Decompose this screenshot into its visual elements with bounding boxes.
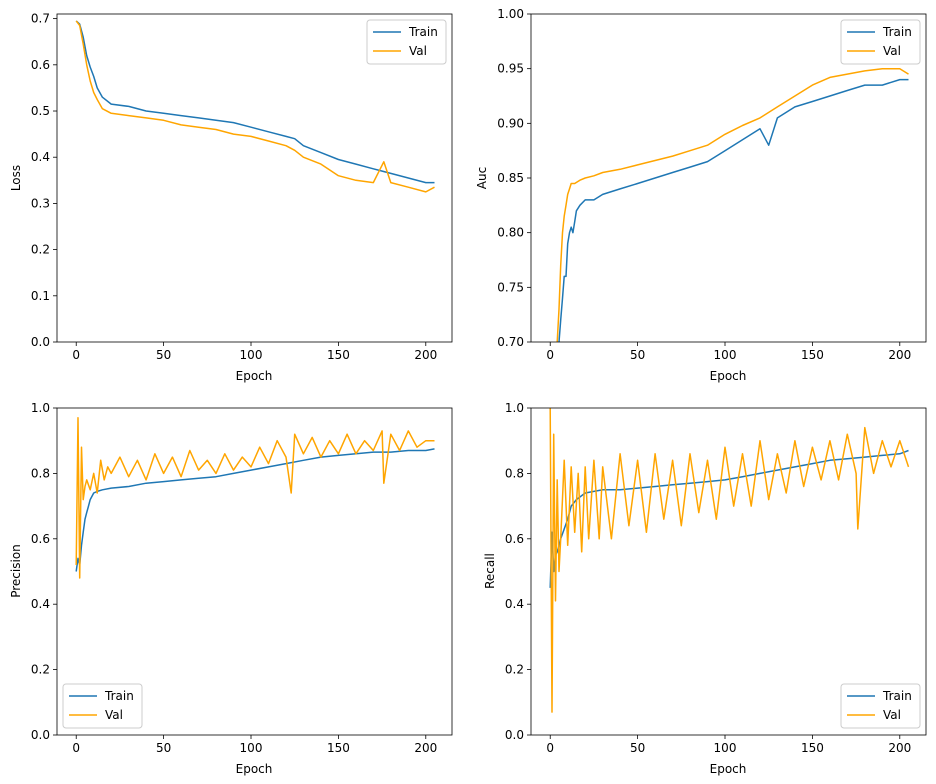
loss-xtick-label: 150 [327, 348, 350, 362]
recall-xtick-label: 200 [888, 741, 911, 755]
recall-xtick-label: 0 [546, 741, 554, 755]
auc-ytick-label: 0.80 [497, 226, 524, 240]
recall-xtick-label: 50 [630, 741, 645, 755]
recall-ytick-label: 0.4 [505, 597, 524, 611]
recall-ytick-label: 0.8 [505, 466, 524, 480]
precision-ytick-label: 0.6 [31, 532, 50, 546]
precision-plot-area: 0 50 100 150 200 0.0 0.2 0.4 0.6 0.8 1.0 [31, 401, 453, 755]
recall-ytick-label: 0.6 [505, 532, 524, 546]
auc-ytick-label: 0.75 [497, 280, 524, 294]
auc-ylabel: Auc [475, 167, 489, 189]
precision-legend-train-label: Train [104, 689, 134, 703]
precision-xtick-label: 0 [72, 741, 80, 755]
recall-ytick-label: 0.0 [505, 728, 524, 742]
auc-legend-train-label: Train [882, 25, 912, 39]
precision-ytick-label: 0.4 [31, 597, 50, 611]
loss-ytick-label: 0.1 [31, 289, 50, 303]
precision-ylabel: Precision [9, 544, 23, 598]
precision-train-line [75, 448, 435, 572]
auc-ytick-label: 0.70 [497, 335, 524, 349]
precision-axes-frame [56, 407, 453, 736]
precision-legend-box [62, 683, 143, 729]
loss-panel: 0 50 100 150 200 0.0 0.1 0.2 0.3 0.4 0.5 0.6 0.7 Tra… [9, 12, 453, 383]
loss-ytick-label: 0.3 [31, 196, 50, 210]
loss-ytick-label: 0.4 [31, 150, 50, 164]
precision-xtick-label: 150 [327, 741, 350, 755]
auc-ytick-label: 0.95 [497, 62, 524, 76]
precision-ytick-label: 0.2 [31, 663, 50, 677]
recall-legend-train-label: Train [882, 689, 912, 703]
loss-legend-box [366, 19, 447, 65]
recall-xlabel: Epoch [710, 762, 747, 776]
loss-xlabel: Epoch [236, 369, 273, 383]
recall-ylabel: Recall [483, 553, 497, 589]
recall-xtick-label: 150 [801, 741, 824, 755]
auc-xtick-label: 100 [714, 348, 737, 362]
precision-panel: 0 50 100 150 200 0.0 0.2 0.4 0.6 0.8 1.0 Train Val… [9, 401, 453, 776]
recall-legend-box [840, 683, 921, 729]
auc-xtick-label: 150 [801, 348, 824, 362]
auc-legend-val-label: Val [883, 44, 901, 58]
loss-ytick-label: 0.0 [31, 335, 50, 349]
recall-axes-frame [530, 407, 927, 736]
auc-xtick-label: 200 [888, 348, 911, 362]
recall-legend-val-label: Val [883, 708, 901, 722]
loss-ytick-label: 0.5 [31, 104, 50, 118]
loss-legend: Train Val [366, 19, 447, 65]
precision-xtick-label: 50 [156, 741, 171, 755]
precision-val-line [75, 417, 435, 579]
loss-axes-frame [56, 13, 453, 343]
loss-ylabel: Loss [9, 165, 23, 191]
loss-xtick-label: 200 [414, 348, 437, 362]
auc-plot-area: 0 50 100 150 200 0.70 0.75 0.80 0.85 0.90 0.95 1.00 [497, 7, 927, 362]
precision-ytick-label: 0.0 [31, 728, 50, 742]
auc-xlabel: Epoch [710, 369, 747, 383]
precision-legend-val-label: Val [105, 708, 123, 722]
loss-plot-area: 0 50 100 150 200 0.0 0.1 0.2 0.3 0.4 0.5 0.6 0.7 [31, 12, 453, 362]
precision-xtick-label: 200 [414, 741, 437, 755]
loss-legend-val-label: Val [409, 44, 427, 58]
loss-ytick-label: 0.6 [31, 58, 50, 72]
precision-ytick-label: 1.0 [31, 401, 50, 415]
auc-ytick-label: 0.90 [497, 116, 524, 130]
precision-legend: Train Val [62, 683, 143, 729]
loss-legend-train-label: Train [408, 25, 438, 39]
auc-legend: Train Val [840, 19, 921, 65]
recall-ytick-label: 0.2 [505, 663, 524, 677]
auc-ytick-label: 0.85 [497, 171, 524, 185]
loss-val-line [75, 20, 435, 193]
precision-xtick-label: 100 [240, 741, 263, 755]
auc-train-line [558, 78, 909, 342]
recall-plot-area: 0 50 100 150 200 0.0 0.2 0.4 0.6 0.8 1.0 [505, 401, 927, 755]
recall-legend: Train Val [840, 683, 921, 729]
loss-xtick-label: 0 [72, 348, 80, 362]
loss-xtick-label: 100 [240, 348, 263, 362]
auc-legend-box [840, 19, 921, 65]
auc-val-line [556, 67, 909, 342]
loss-xtick-label: 50 [156, 348, 171, 362]
recall-panel: 0 50 100 150 200 0.0 0.2 0.4 0.6 0.8 1.0 Train Val… [483, 401, 927, 776]
auc-xtick-label: 0 [546, 348, 554, 362]
recall-val-line [549, 408, 910, 713]
precision-xlabel: Epoch [236, 762, 273, 776]
auc-ytick-label: 1.00 [497, 7, 524, 21]
auc-panel: 0 50 100 150 200 0.70 0.75 0.80 0.85 0.90 0.95 1.00… [475, 7, 927, 383]
loss-ytick-label: 0.7 [31, 12, 50, 26]
precision-ytick-label: 0.8 [31, 466, 50, 480]
recall-ytick-label: 1.0 [505, 401, 524, 415]
loss-ytick-label: 0.2 [31, 243, 50, 257]
auc-xtick-label: 50 [630, 348, 645, 362]
loss-train-line [75, 20, 435, 184]
recall-xtick-label: 100 [714, 741, 737, 755]
